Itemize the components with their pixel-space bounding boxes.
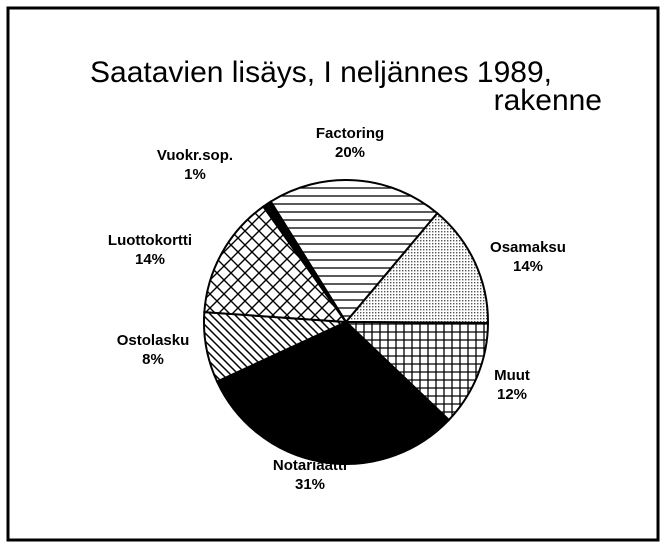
pie-slice <box>215 320 451 465</box>
slice-label: Notariaatti <box>273 457 347 474</box>
slice-value-label: 20% <box>335 144 365 161</box>
slice-value-label: 1% <box>184 166 206 183</box>
pie-slice <box>261 200 347 323</box>
slice-value-label: 14% <box>135 251 165 268</box>
chart-title: rakenne <box>494 84 602 117</box>
slice-value-label: 14% <box>513 258 543 275</box>
slice-label: Muut <box>494 367 530 384</box>
slice-label: Vuokr.sop. <box>157 147 233 164</box>
pie-slice <box>203 205 349 324</box>
slice-label: Luottokortti <box>108 232 192 249</box>
pie-slice <box>269 179 439 324</box>
slice-value-label: 12% <box>497 386 527 403</box>
chart-title: Saatavien lisäys, I neljännes 1989, <box>90 56 552 89</box>
slice-value-label: 8% <box>142 351 164 368</box>
slice-label: Factoring <box>316 125 384 142</box>
slice-label: Osamaksu <box>490 239 566 256</box>
pie-slice <box>343 211 489 324</box>
slice-value-label: 31% <box>295 476 325 493</box>
pie-slice <box>343 320 490 422</box>
slice-label: Ostolasku <box>117 332 190 349</box>
